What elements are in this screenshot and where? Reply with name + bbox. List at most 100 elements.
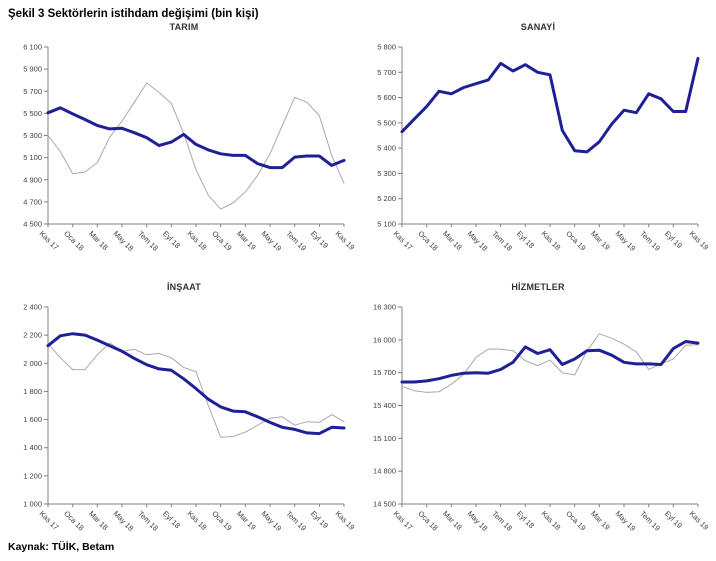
x-tick-label: Eyl 18 <box>161 509 182 530</box>
x-tick-label: Eyl 19 <box>309 509 330 530</box>
y-tick-label: 15 700 <box>373 368 396 377</box>
y-tick-label: 5 900 <box>23 65 42 74</box>
x-tick-label: Kas 17 <box>38 509 61 532</box>
x-tick-label: Tem 19 <box>284 509 308 533</box>
y-tick-label: 14 500 <box>373 500 396 509</box>
y-tick-label: 5 700 <box>23 87 42 96</box>
x-tick-label: Kas 17 <box>392 229 415 252</box>
chart-sanayi: SANAYİ 5 100 5 200 5 300 5 400 5 500 5 600 5 7… <box>362 22 714 262</box>
x-tick-label: May 19 <box>260 229 284 253</box>
y-tick-label: 5 500 <box>377 118 396 127</box>
y-tick-label: 1 000 <box>23 500 42 509</box>
x-tick-label: May 18 <box>112 229 136 253</box>
y-tick-label: 15 400 <box>373 401 396 410</box>
y-tick-label: 4 900 <box>23 175 42 184</box>
y-tick-label: 1 400 <box>23 443 42 452</box>
y-tick-label: 1 600 <box>23 415 42 424</box>
x-tick-label: Kas 18 <box>186 229 209 252</box>
x-tick-label: Tem 18 <box>136 229 160 253</box>
x-tick-label: Eyl 19 <box>663 509 684 530</box>
chart-hizmetler: HİZMETLER 14 500 14 800 15 100 15 400 15 700… <box>362 282 714 542</box>
x-tick-label: Kas 18 <box>540 509 563 532</box>
x-tick-label: Eyl 19 <box>309 229 330 250</box>
chart-title-tarim: TARIM <box>169 22 199 32</box>
x-tick-label: Eyl 18 <box>515 229 536 250</box>
x-tick-label: Tem 18 <box>136 509 160 533</box>
y-tick-label: 5 500 <box>23 109 42 118</box>
x-tick-label: Mar 19 <box>589 509 612 532</box>
x-tick-label: Oca 19 <box>564 229 587 252</box>
y-tick-label: 5 100 <box>23 153 42 162</box>
y-tick-label: 5 300 <box>23 131 42 140</box>
x-tick-label: Mar 18 <box>87 229 110 252</box>
x-tick-label: Kas 19 <box>688 509 711 532</box>
x-tick-label: Kas 17 <box>38 229 61 252</box>
x-tick-label: May 19 <box>614 229 638 253</box>
x-tick-label: Kas 19 <box>688 229 711 252</box>
series-gray-thin-line <box>47 342 345 438</box>
y-tick-label: 15 100 <box>373 434 396 443</box>
y-tick-label: 2 000 <box>23 359 42 368</box>
chart-plot-sanayi: 5 100 5 200 5 300 5 400 5 500 5 600 5 700 5 800… <box>377 43 711 253</box>
series-blue-thick-line <box>46 332 346 436</box>
x-tick-label: Tem 18 <box>490 229 514 253</box>
y-tick-label: 16 000 <box>373 335 396 344</box>
y-tick-label: 1 200 <box>23 471 42 480</box>
y-tick-label: 16 300 <box>373 303 396 312</box>
chart-title-sanayi: SANAYİ <box>520 22 556 32</box>
y-tick-label: 5 300 <box>377 169 396 178</box>
x-tick-label: Oca 18 <box>416 509 439 532</box>
y-tick-label: 5 600 <box>377 93 396 102</box>
series-gray-thin-line <box>47 82 345 210</box>
x-tick-label: May 18 <box>466 509 490 533</box>
y-tick-label: 5 100 <box>377 220 396 229</box>
chart-title-hizmetler: HİZMETLER <box>511 282 565 292</box>
x-tick-label: May 19 <box>614 509 638 533</box>
x-tick-label: May 18 <box>466 229 490 253</box>
x-tick-label: Kas 19 <box>334 509 357 532</box>
x-tick-label: Tem 19 <box>284 229 308 253</box>
chart-title-insaat: İNŞAAT <box>166 282 202 292</box>
series-blue-thick-line <box>400 56 700 154</box>
source-note: Kaynak: TÜİK, Betam <box>8 541 115 553</box>
x-tick-label: Mar 18 <box>441 229 464 252</box>
x-tick-label: Oca 19 <box>564 509 587 532</box>
x-tick-label: Oca 19 <box>210 229 233 252</box>
x-tick-label: Eyl 18 <box>515 509 536 530</box>
x-tick-label: Eyl 18 <box>161 229 182 250</box>
x-tick-label: Tem 19 <box>638 229 662 253</box>
y-tick-label: 5 400 <box>377 144 396 153</box>
x-tick-label: May 18 <box>112 509 136 533</box>
figure-title: Şekil 3 Sektörlerin istihdam değişimi (b… <box>8 8 259 20</box>
y-tick-label: 4 500 <box>23 220 42 229</box>
x-tick-label: Oca 18 <box>416 229 439 252</box>
chart-insaat: İNŞAAT 1 000 1 200 1 400 1 600 1 800 2 000 2 2… <box>8 282 360 542</box>
chart-plot-hizmetler: 14 500 14 800 15 100 15 400 15 700 16 000 16 3… <box>373 303 711 533</box>
x-tick-label: Eyl 19 <box>663 229 684 250</box>
chart-plot-insaat: 1 000 1 200 1 400 1 600 1 800 2 000 2 200 2 400… <box>23 303 357 533</box>
x-tick-label: Oca 18 <box>62 229 85 252</box>
x-tick-label: Kas 18 <box>540 229 563 252</box>
y-tick-label: 4 700 <box>23 197 42 206</box>
y-tick-label: 1 800 <box>23 387 42 396</box>
series-blue-thick-line <box>400 340 700 384</box>
x-tick-label: Oca 19 <box>210 509 233 532</box>
x-tick-label: May 19 <box>260 509 284 533</box>
series-gray-thin-line <box>401 333 699 393</box>
x-tick-label: Mar 19 <box>235 509 258 532</box>
x-tick-label: Kas 19 <box>334 229 357 252</box>
series-blue-thick-line <box>46 106 346 170</box>
x-tick-label: Tem 19 <box>638 509 662 533</box>
y-tick-label: 2 200 <box>23 331 42 340</box>
y-tick-label: 5 800 <box>377 43 396 52</box>
chart-plot-tarim: 4 500 4 700 4 900 5 100 5 300 5 500 5 700 5 900… <box>23 43 357 253</box>
y-tick-label: 5 700 <box>377 68 396 77</box>
x-tick-label: Kas 17 <box>392 509 415 532</box>
x-tick-label: Mar 19 <box>589 229 612 252</box>
x-tick-label: Mar 18 <box>441 509 464 532</box>
x-tick-label: Oca 18 <box>62 509 85 532</box>
x-tick-label: Mar 18 <box>87 509 110 532</box>
y-tick-label: 6 100 <box>23 43 42 52</box>
y-tick-label: 14 800 <box>373 467 396 476</box>
